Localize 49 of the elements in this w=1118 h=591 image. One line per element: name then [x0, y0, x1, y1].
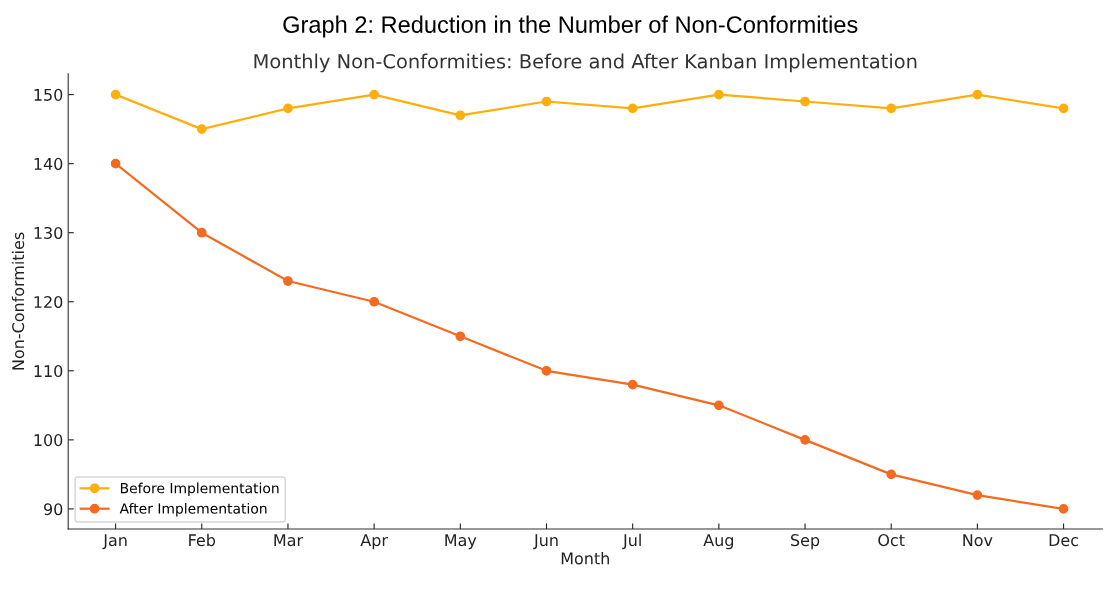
- x-tick-label: Aug: [703, 534, 733, 550]
- point: [110, 158, 121, 169]
- point: [972, 89, 983, 100]
- point: [1058, 504, 1069, 514]
- y-tick-label: 100: [34, 434, 63, 447]
- point: [972, 490, 983, 500]
- y-tick-label: 140: [34, 157, 63, 170]
- legend-label: Before Implementation: [120, 482, 279, 497]
- point: [1058, 103, 1069, 114]
- y-tick-label: 130: [34, 226, 63, 239]
- x-tick-label: May: [445, 534, 477, 550]
- y-tick-label: 120: [34, 295, 63, 309]
- point: [886, 103, 897, 114]
- chart-subtitle: Monthly Non-Conformities: Before and After Kanban Implementation: [254, 53, 917, 73]
- x-tick-label: Apr: [360, 534, 388, 550]
- y-tick-label: 110: [34, 365, 63, 378]
- point: [886, 469, 897, 480]
- x-axis-title: Month: [561, 552, 609, 565]
- point: [369, 296, 379, 307]
- y-tick-label: 150: [34, 88, 63, 101]
- point: [541, 365, 552, 376]
- x-tick-label: Oct: [878, 534, 905, 547]
- x-tick-label: Nov: [963, 534, 993, 547]
- point: [283, 103, 293, 114]
- point: [713, 89, 724, 100]
- x-tick-label: Dec: [1049, 534, 1079, 547]
- x-tick-label: Sep: [791, 534, 820, 550]
- x-tick-label: Jul: [622, 533, 641, 550]
- point: [369, 89, 379, 100]
- y-axis-title: Non-Conformities: [11, 232, 25, 370]
- point: [713, 400, 724, 411]
- y-tick-label: 90: [44, 503, 63, 516]
- x-tick-label: Mar: [274, 534, 304, 547]
- x-tick-label: Jan: [102, 534, 127, 550]
- legend-label: After Implementation: [119, 503, 267, 517]
- point: [800, 96, 810, 107]
- point: [541, 96, 552, 107]
- point: [455, 331, 466, 342]
- point: [196, 227, 207, 238]
- point: [110, 89, 121, 100]
- point: [283, 276, 293, 286]
- point: [196, 124, 207, 134]
- point: [800, 435, 810, 445]
- x-tick-label: Feb: [189, 533, 216, 547]
- x-tick-label: Jun: [533, 534, 558, 550]
- point: [627, 103, 638, 114]
- point: [627, 379, 638, 390]
- point: [455, 110, 466, 121]
- chart-title: Graph 2: Reduction in the Number of Non-Conformities: [283, 15, 858, 38]
